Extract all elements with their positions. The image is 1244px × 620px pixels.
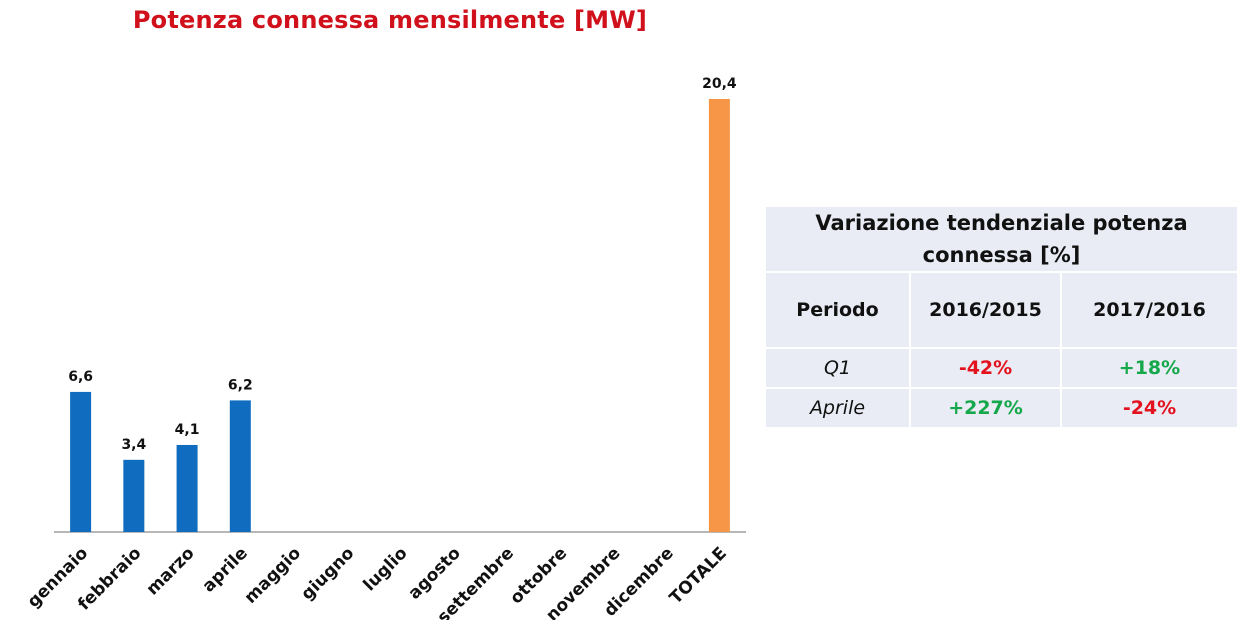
x-tick-label: maggio [241,543,305,607]
bar-aprile [229,400,251,532]
data-label: 20,4 [702,76,737,92]
row-value: +227% [909,387,1062,429]
variation-table: Variazione tendenziale potenza connessa … [764,205,1239,429]
data-label: 4,1 [175,422,200,438]
bar-marzo [176,444,198,532]
data-label: 3,4 [121,437,146,453]
bar-totale [708,99,730,532]
x-tick-label: aprile [199,543,252,596]
table-row: Aprile +227% -24% [764,387,1239,429]
bar-febbraio [123,459,145,532]
data-label: 6,2 [228,377,253,393]
header-2017-2016: 2017/2016 [1060,271,1239,349]
x-tick-label: marzo [143,543,199,599]
row-value: +18% [1060,347,1239,389]
header-periodo: Periodo [764,271,911,349]
bar-gennaio [70,391,92,532]
row-period: Aprile [764,387,911,429]
table-title: Variazione tendenziale potenza connessa … [764,205,1239,273]
row-period: Q1 [764,347,911,389]
table-row: Q1 -42% +18% [764,347,1239,389]
row-value: -42% [909,347,1062,389]
data-label: 6,6 [68,369,93,385]
x-tick-label: luglio [360,543,412,595]
row-value: -24% [1060,387,1239,429]
x-tick-label: TOTALE [666,543,731,608]
x-tick-label: giugno [297,543,358,604]
header-2016-2015: 2016/2015 [909,271,1062,349]
bar-chart: 6,6gennaio3,4febbraio4,1marzo6,2aprilema… [24,76,746,620]
chart-title: Potenza connessa mensilmente [MW] [132,6,648,34]
